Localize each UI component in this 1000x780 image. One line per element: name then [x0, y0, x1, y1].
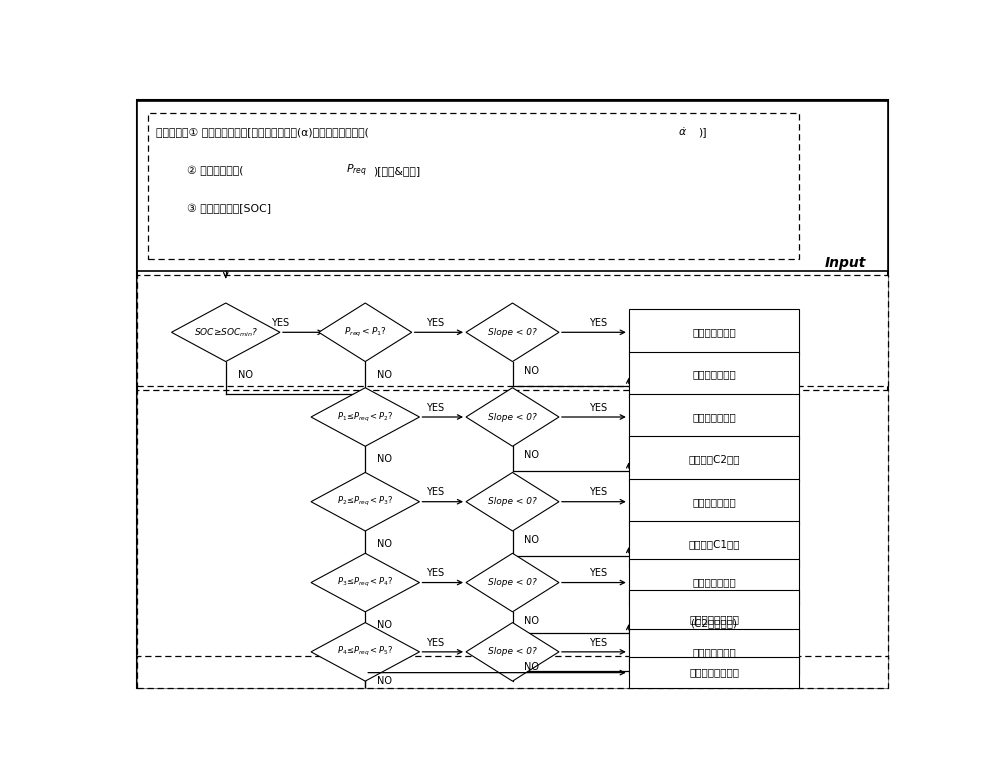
Text: NO: NO: [377, 620, 392, 630]
Polygon shape: [311, 622, 420, 681]
Text: ③ 整车电池状态[SOC]: ③ 整车电池状态[SOC]: [187, 204, 271, 215]
Text: $P_3≤P_{req}<P_4?$: $P_3≤P_{req}<P_4?$: [337, 576, 393, 589]
Text: NO: NO: [377, 676, 392, 686]
FancyBboxPatch shape: [629, 309, 799, 356]
Text: 双动力源联合起步: 双动力源联合起步: [689, 668, 739, 678]
Text: 单离合器C2起步: 单离合器C2起步: [688, 454, 740, 464]
Polygon shape: [311, 553, 420, 612]
Text: 信息读取：① 驾驶员操作意图[踏板开度变化量(α)及踏板开度变化率(: 信息读取：① 驾驶员操作意图[踏板开度变化量(α)及踏板开度变化率(: [156, 127, 369, 137]
Text: YES: YES: [589, 402, 607, 413]
Polygon shape: [319, 303, 412, 362]
Text: ② 整车功率需求(: ② 整车功率需求(: [187, 165, 243, 176]
Text: NO: NO: [377, 539, 392, 549]
Text: NO: NO: [524, 616, 539, 626]
FancyBboxPatch shape: [629, 479, 799, 525]
Text: YES: YES: [589, 318, 607, 328]
Text: Slope < 0?: Slope < 0?: [488, 497, 537, 506]
Text: NO: NO: [238, 370, 253, 380]
Text: Slope < 0?: Slope < 0?: [488, 578, 537, 587]
Text: $SOC≥SOC_{min}$?: $SOC≥SOC_{min}$?: [194, 326, 258, 339]
Text: 单离合器C1起步: 单离合器C1起步: [688, 539, 740, 549]
Text: 纯电动下坡起步: 纯电动下坡起步: [692, 328, 736, 337]
Text: Slope < 0?: Slope < 0?: [488, 413, 537, 421]
Text: $P_{req}<P_1?$: $P_{req}<P_1?$: [344, 326, 387, 339]
FancyBboxPatch shape: [137, 656, 888, 688]
Text: 纯电动下坡起步: 纯电动下坡起步: [692, 577, 736, 587]
FancyBboxPatch shape: [629, 394, 799, 440]
FancyBboxPatch shape: [629, 559, 799, 605]
Polygon shape: [311, 388, 420, 446]
FancyBboxPatch shape: [137, 101, 888, 271]
Text: NO: NO: [524, 535, 539, 545]
Text: NO: NO: [377, 454, 392, 464]
FancyBboxPatch shape: [629, 352, 799, 398]
Polygon shape: [311, 473, 420, 531]
Polygon shape: [466, 303, 559, 362]
Text: Slope < 0?: Slope < 0?: [488, 328, 537, 337]
Text: 纯电动下坡起步: 纯电动下坡起步: [692, 412, 736, 422]
FancyBboxPatch shape: [629, 521, 799, 567]
Text: $P_2≤P_{req}<P_3?$: $P_2≤P_{req}<P_3?$: [337, 495, 393, 509]
Text: NO: NO: [524, 451, 539, 460]
Text: YES: YES: [426, 488, 444, 498]
Text: YES: YES: [426, 637, 444, 647]
Polygon shape: [466, 473, 559, 531]
Text: YES: YES: [426, 318, 444, 328]
Text: NO: NO: [524, 366, 539, 376]
Text: 双离合器联合起步: 双离合器联合起步: [689, 614, 739, 624]
Text: $P_1≤P_{req}<P_2?$: $P_1≤P_{req}<P_2?$: [337, 410, 393, 424]
FancyBboxPatch shape: [137, 390, 888, 660]
FancyBboxPatch shape: [629, 590, 799, 652]
FancyBboxPatch shape: [137, 275, 888, 386]
Text: )]: )]: [698, 127, 707, 137]
Polygon shape: [466, 388, 559, 446]
Polygon shape: [172, 303, 280, 362]
Text: )[坡度&载荷]: )[坡度&载荷]: [373, 165, 420, 176]
Text: α̇: α̇: [679, 127, 686, 137]
Text: Input: Input: [825, 256, 866, 270]
Text: Slope < 0?: Slope < 0?: [488, 647, 537, 656]
Text: YES: YES: [589, 637, 607, 647]
Text: YES: YES: [589, 488, 607, 498]
Text: 纯电动下坡起步: 纯电动下坡起步: [692, 647, 736, 657]
Text: 纯电动上坡起步: 纯电动上坡起步: [692, 370, 736, 380]
Text: $P_4≤P_{req}<P_5?$: $P_4≤P_{req}<P_5?$: [337, 645, 393, 658]
FancyBboxPatch shape: [629, 658, 799, 688]
Text: $P_{req}$: $P_{req}$: [346, 162, 367, 179]
Text: NO: NO: [377, 370, 392, 380]
Polygon shape: [466, 553, 559, 612]
Text: (C2最终结合): (C2最终结合): [690, 619, 738, 629]
Text: YES: YES: [589, 569, 607, 578]
FancyBboxPatch shape: [629, 436, 799, 483]
Text: NO: NO: [524, 662, 539, 672]
Text: YES: YES: [271, 318, 289, 328]
Text: 纯电动下坡起步: 纯电动下坡起步: [692, 497, 736, 507]
Text: YES: YES: [426, 569, 444, 578]
FancyBboxPatch shape: [148, 113, 799, 259]
Text: YES: YES: [426, 402, 444, 413]
FancyBboxPatch shape: [629, 629, 799, 675]
Polygon shape: [466, 622, 559, 681]
